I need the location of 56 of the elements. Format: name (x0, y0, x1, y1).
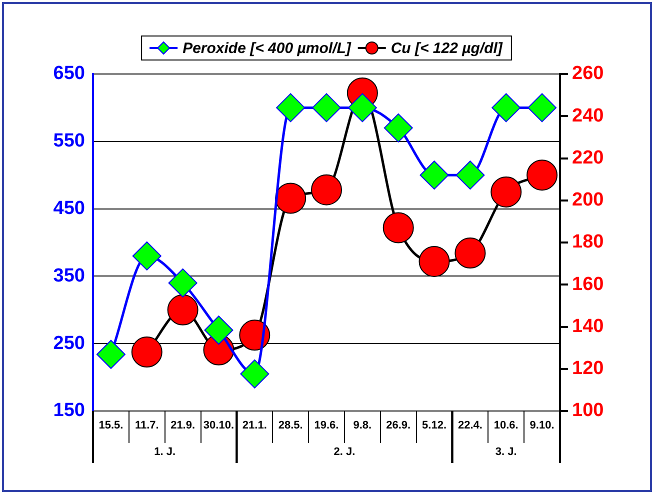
y2-tick-label: 240 (572, 105, 604, 126)
point (275, 182, 306, 214)
text: 3. J. (495, 446, 517, 458)
x-tick-label: 5.12. (422, 420, 447, 432)
x-tick-label: 9.10. (530, 420, 554, 432)
point (167, 294, 198, 326)
y2-tick-label: 260 (572, 63, 604, 84)
point (240, 359, 270, 388)
y2-tick-label: 100 (572, 400, 604, 422)
y2-tick-label: 140 (572, 316, 604, 337)
point (96, 340, 126, 369)
y-tick-label: 650 (53, 63, 85, 84)
x-tick-label: 15.5. (98, 420, 124, 432)
point (276, 93, 306, 122)
point (454, 238, 486, 269)
point (528, 93, 557, 122)
y-tick-label: 350 (53, 265, 85, 286)
x-tick-label: 11.7. (134, 420, 159, 432)
y2-tick-label: 180 (572, 232, 604, 253)
point (312, 93, 341, 122)
x-tick-label: 22.4. (458, 420, 482, 432)
y-tick-label: 550 (53, 130, 85, 152)
point (348, 93, 377, 122)
point (420, 160, 449, 190)
y2-tick-label: 160 (572, 274, 604, 295)
x-tick-label: 19.6. (314, 420, 339, 432)
x-tick-label: 9.8. (353, 420, 372, 432)
point (456, 160, 485, 190)
x-tick-label: 21.1. (242, 420, 267, 432)
y-tick-label: 150 (53, 400, 85, 422)
point (492, 93, 521, 122)
point (526, 160, 558, 191)
text: 2. J. (334, 446, 356, 458)
point (384, 113, 413, 142)
y-tick-label: 250 (53, 332, 85, 354)
x-tick-label: 28.5. (278, 420, 303, 432)
point (168, 268, 198, 298)
point (490, 176, 522, 208)
y-tick-label: 450 (53, 198, 85, 220)
x-tick-label: 26.9. (386, 420, 411, 432)
point (131, 336, 162, 368)
point (311, 174, 342, 206)
y2-tick-label: 120 (572, 358, 604, 380)
y2-tick-label: 220 (572, 147, 604, 168)
x-tick-label: 10.6. (494, 420, 518, 432)
x-tick-label: 21.9. (170, 420, 196, 432)
point (132, 241, 162, 270)
legend-label: Cu [< 122 µg/dl] (390, 40, 504, 58)
point (382, 212, 414, 244)
y2-tick-label: 200 (572, 190, 604, 211)
text: 1. J. (154, 446, 176, 458)
point (239, 320, 270, 351)
legend-label: Peroxide [< 400 µmol/L] (182, 40, 352, 58)
x-tick-label: 30.10. (203, 420, 234, 432)
point (204, 316, 234, 345)
point (418, 246, 450, 277)
